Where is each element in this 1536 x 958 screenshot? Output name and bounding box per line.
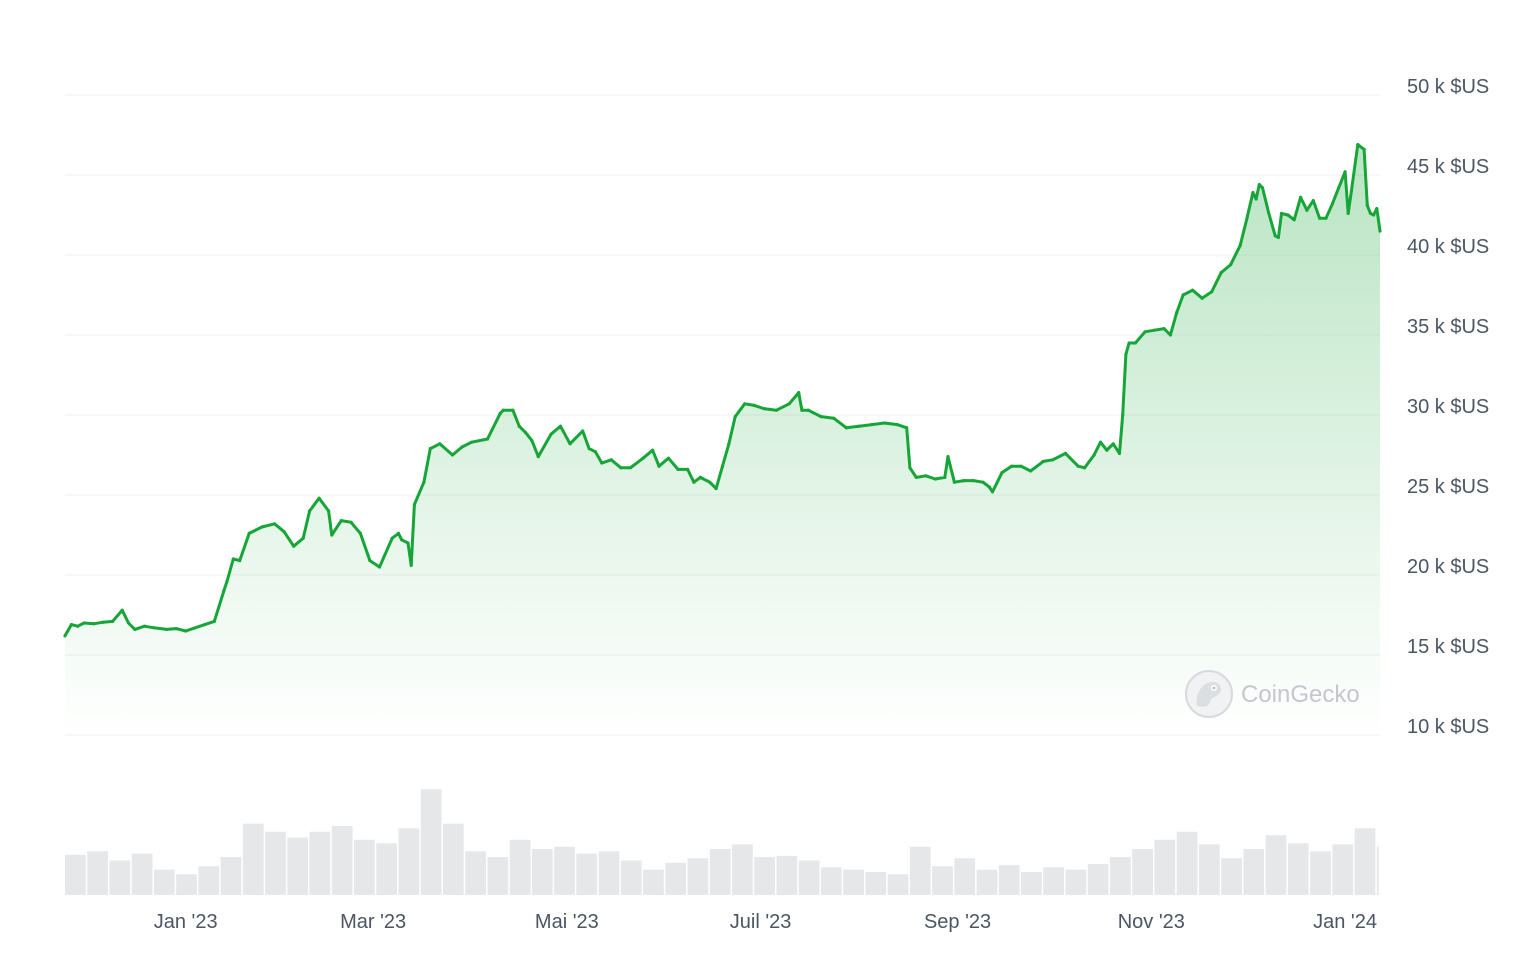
volume-bar (1154, 839, 1176, 895)
x-tick-label-3: Juil '23 (730, 911, 792, 933)
coingecko-gecko-icon (1185, 670, 1233, 718)
volume-bar (1332, 844, 1354, 895)
y-tick-label-5: 35 k $US (1407, 316, 1489, 338)
y-tick-label-8: 50 k $US (1407, 76, 1489, 98)
y-tick-label-7: 45 k $US (1407, 156, 1489, 178)
volume-bar (531, 849, 553, 895)
volume-bar (509, 839, 531, 895)
x-tick-label-1: Mar '23 (340, 911, 406, 933)
volume-bar (176, 874, 197, 895)
volume-bar (1110, 857, 1131, 895)
volume-bar (331, 826, 353, 895)
volume-bar (687, 858, 709, 895)
volume-bar (843, 869, 864, 895)
volume-bar (798, 860, 820, 895)
y-tick-label-4: 30 k $US (1407, 396, 1489, 418)
volume-bar (420, 789, 442, 895)
volume-bar (1354, 828, 1376, 895)
coingecko-watermark: CoinGecko (1185, 670, 1360, 718)
volume-bars (65, 789, 1379, 895)
volume-bar (909, 846, 931, 895)
volume-bar (265, 831, 286, 895)
y-tick-label-3: 25 k $US (1407, 476, 1489, 498)
volume-bar (954, 858, 976, 895)
volume-bar (1376, 846, 1379, 895)
volume-bar (131, 853, 153, 895)
volume-bar (354, 839, 375, 895)
volume-bar (1043, 867, 1065, 895)
volume-bar (732, 844, 753, 895)
x-tick-label-0: Jan '23 (154, 911, 218, 933)
volume-bar (1310, 851, 1331, 895)
volume-bar (398, 828, 420, 895)
volume-bar (620, 860, 642, 895)
price-area-fill (65, 144, 1380, 736)
volume-bar (887, 874, 909, 895)
volume-bar (1287, 843, 1309, 895)
y-axis-tick-labels: 10 k $US 15 k $US 20 k $US 25 k $US 30 k $US… (1407, 76, 1489, 738)
volume-bar (1132, 849, 1153, 895)
volume-bar (65, 854, 86, 895)
x-tick-label-2: Mai '23 (535, 911, 599, 933)
volume-bar (1198, 844, 1220, 895)
volume-bar (153, 869, 175, 895)
volume-bar (87, 851, 108, 895)
volume-bar (442, 823, 464, 895)
volume-bar (487, 857, 509, 895)
x-tick-label-6: Jan '24 (1313, 911, 1377, 933)
volume-bar (1243, 849, 1265, 895)
volume-bar (865, 872, 887, 895)
volume-bar (198, 866, 220, 895)
volume-bar (1065, 869, 1087, 895)
volume-bar (665, 862, 687, 895)
volume-bar (576, 853, 598, 895)
volume-bar (220, 857, 242, 895)
volume-bar (1176, 831, 1198, 895)
volume-bar (287, 837, 309, 895)
volume-bar (820, 867, 842, 895)
volume-bar (754, 857, 775, 895)
y-tick-label-1: 15 k $US (1407, 636, 1489, 658)
y-tick-label-0: 10 k $US (1407, 716, 1489, 738)
volume-bar (242, 823, 264, 895)
watermark-brand-text: CoinGecko (1241, 681, 1360, 708)
volume-bar (1087, 863, 1109, 895)
volume-bar (465, 851, 486, 895)
volume-bar (309, 831, 331, 895)
volume-bar (376, 843, 398, 895)
y-tick-label-6: 40 k $US (1407, 236, 1489, 258)
volume-bar (1021, 872, 1042, 895)
volume-bar (998, 865, 1020, 895)
volume-bar (643, 869, 664, 895)
volume-bar (709, 849, 731, 895)
volume-bar (554, 846, 575, 895)
y-tick-label-2: 20 k $US (1407, 556, 1489, 578)
volume-bar (109, 860, 131, 895)
x-tick-label-5: Nov '23 (1118, 911, 1185, 933)
volume-bar (932, 866, 953, 895)
volume-bar (598, 851, 620, 895)
x-axis-tick-labels: Jan '23 Mar '23 Mai '23 Juil '23 Sep '23 Nov … (154, 911, 1377, 933)
volume-bar (776, 855, 798, 895)
volume-bar (976, 869, 998, 895)
volume-bar (1265, 835, 1287, 895)
price-line (63, 143, 1382, 638)
x-tick-label-4: Sep '23 (924, 911, 991, 933)
volume-bar (1221, 858, 1242, 895)
